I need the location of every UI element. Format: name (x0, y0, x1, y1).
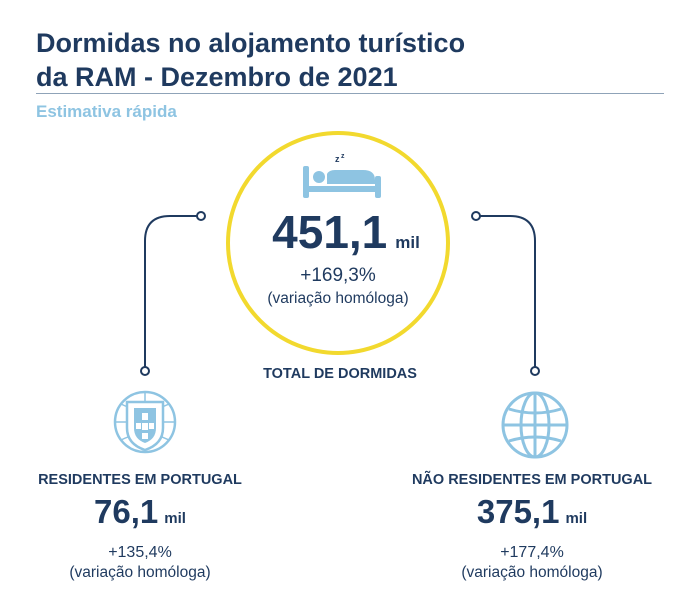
non-residents-change: +177,4% (500, 544, 564, 561)
bed-icon: z z (303, 153, 381, 198)
non-residents-note: (variação homóloga) (461, 564, 603, 581)
non-residents-unit: mil (565, 510, 588, 527)
title-line-2: da RAM - Dezembro de 2021 (36, 62, 398, 92)
portugal-shield-icon (113, 390, 177, 454)
residents-note: (variação homóloga) (69, 564, 211, 581)
connector-right-top-dot (471, 211, 481, 221)
total-note: (variação homóloga) (267, 290, 409, 307)
residents-group: RESIDENTES EM PORTUGAL 76,1 mil +135,4% (… (20, 470, 260, 583)
total-label: TOTAL DE DORMIDAS (263, 366, 417, 382)
total-value: 451,1 mil (256, 205, 436, 259)
residents-number: 76,1 (94, 493, 159, 530)
residents-label: RESIDENTES EM PORTUGAL (38, 472, 242, 488)
non-residents-label: NÃO RESIDENTES EM PORTUGAL (411, 472, 653, 488)
residents-unit: mil (164, 510, 186, 527)
title-divider (36, 93, 664, 94)
non-residents-number: 375,1 (476, 493, 560, 530)
connector-right-bottom-dot (530, 366, 540, 376)
residents-change: +135,4% (108, 544, 172, 561)
connector-left (144, 215, 201, 371)
connector-left-top-dot (196, 211, 206, 221)
connector-right (476, 215, 536, 371)
non-residents-value: 375,1 mil (392, 492, 672, 539)
svg-text:z: z (341, 153, 345, 160)
total-number: 451,1 (272, 206, 388, 258)
total-change: +169,3% (300, 265, 376, 286)
subtitle: Estimativa rápida (36, 102, 177, 121)
connector-left-bottom-dot (140, 366, 150, 376)
page-title: Dormidas no alojamento turístico da RAM … (36, 26, 465, 94)
svg-text:z: z (335, 154, 340, 164)
total-unit: mil (395, 233, 420, 252)
residents-value: 76,1 mil (20, 492, 260, 539)
non-residents-group: NÃO RESIDENTES EM PORTUGAL 375,1 mil +177… (392, 470, 672, 583)
globe-icon (501, 391, 569, 459)
title-line-1: Dormidas no alojamento turístico (36, 28, 466, 58)
total-circle (226, 131, 450, 355)
